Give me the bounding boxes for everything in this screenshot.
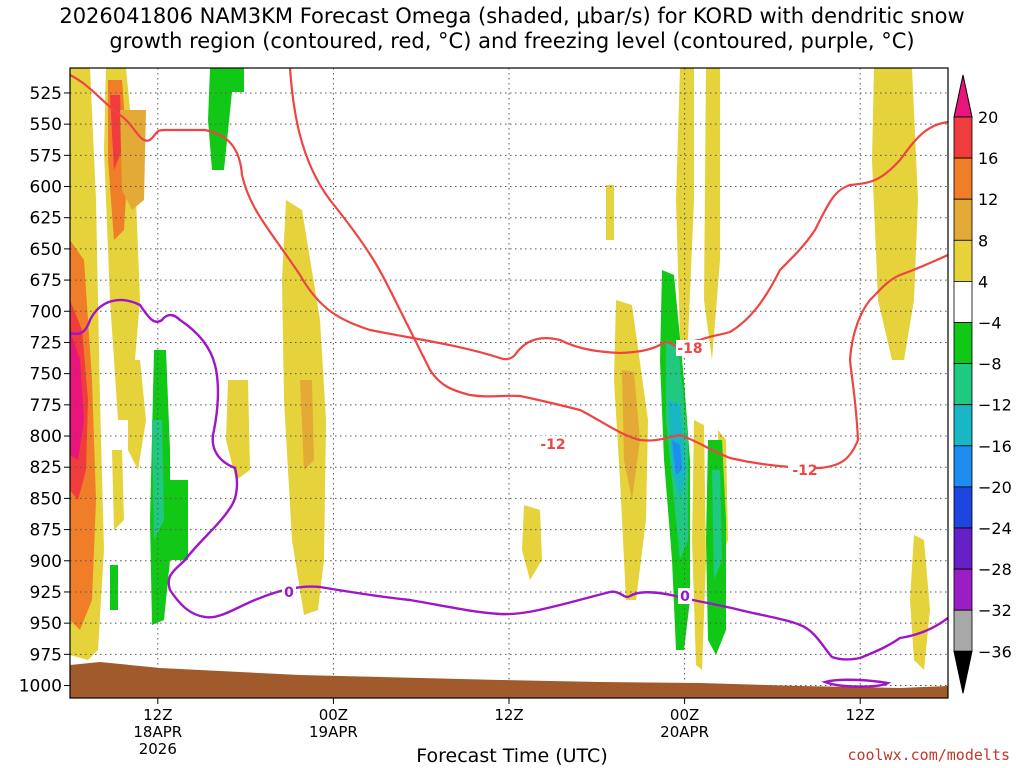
colorbar-segment xyxy=(953,445,973,488)
colorbar-segment xyxy=(953,527,973,570)
x-tick-label: 12Z xyxy=(494,706,523,724)
colorbar-level-label: −20 xyxy=(978,478,1012,497)
y-tick-label: 750 xyxy=(30,365,62,385)
omega-region-col-f-orange xyxy=(300,380,314,470)
chart-title: 2026041806 NAM3KM Forecast Omega (shaded… xyxy=(0,4,1024,54)
contour-labels: -18 -12 -12 0 0 xyxy=(282,340,818,605)
purple-contour-small xyxy=(821,678,892,688)
y-tick-label: 600 xyxy=(30,178,62,198)
omega-region-col-e xyxy=(226,380,250,480)
omega-region-col-j xyxy=(704,68,720,360)
y-tick-label: 950 xyxy=(30,614,62,634)
contour-label-minus12-a: -12 xyxy=(540,437,565,453)
contour-label-zero-b: 0 xyxy=(680,589,690,605)
omega-region-col-m xyxy=(606,185,614,240)
x-tick-label: 2026 xyxy=(139,740,177,758)
omega-region-left-magenta xyxy=(70,330,84,460)
y-tick-label: 650 xyxy=(30,240,62,260)
colorbar-cap-top xyxy=(953,74,973,118)
contour-label-minus18: -18 xyxy=(677,341,702,357)
y-tick-label: 850 xyxy=(30,489,62,509)
colorbar-level-label: 20 xyxy=(978,108,998,127)
colorbar-segment xyxy=(953,239,973,282)
y-tick-label: 700 xyxy=(30,302,62,322)
colorbar-level-label: 4 xyxy=(978,272,988,291)
colorbar-segment xyxy=(953,322,973,364)
colorbar-segment xyxy=(953,280,973,323)
y-tick-label: 1000 xyxy=(19,677,62,697)
x-tick-label: 12Z xyxy=(143,706,172,724)
colorbar-level-label: −28 xyxy=(978,560,1012,579)
terrain xyxy=(70,662,948,698)
y-tick-label: 525 xyxy=(30,84,62,104)
colorbar-level-label: 16 xyxy=(978,149,998,168)
y-tick-label: 575 xyxy=(30,146,62,166)
y-tick-label: 550 xyxy=(30,115,62,135)
y-tick-label: 675 xyxy=(30,271,62,291)
y-tick-label: 875 xyxy=(30,521,62,541)
omega-region-col-k xyxy=(692,420,706,670)
colorbar-level-label: −8 xyxy=(978,355,1002,374)
red-contour-lower xyxy=(288,68,948,470)
omega-region-col-o xyxy=(910,535,930,670)
omega-region-neg-b xyxy=(168,480,188,560)
x-tick-label: 00Z xyxy=(319,706,348,724)
x-tick-label: 00Z xyxy=(670,706,699,724)
colorbar-level-label: −12 xyxy=(978,396,1012,415)
contour-label-minus12-b: -12 xyxy=(792,463,817,479)
colorbar-level-label: −32 xyxy=(978,601,1012,620)
y-tick-label: 725 xyxy=(30,333,62,353)
y-tick-label: 775 xyxy=(30,396,62,416)
y-tick-label: 825 xyxy=(30,458,62,478)
x-tick-label: 12Z xyxy=(846,706,875,724)
credit-text: coolwx.com/modelts xyxy=(847,746,1010,764)
colorbar-segment xyxy=(953,198,973,241)
omega-region-neg-d4 xyxy=(672,440,682,475)
colorbar: 20 16 12 8 4 −4 −8 −12 −16 −20 −24 −28 −32 −36 xyxy=(953,74,1012,694)
omega-region-col-g xyxy=(522,505,542,580)
y-axis-ticks: 525 550 575 600 625 650 675 700 725 750 775 800 825 8… xyxy=(19,84,70,697)
colorbar-segment xyxy=(953,568,973,611)
y-tick-label: 900 xyxy=(30,552,62,572)
x-tick-label: 20APR xyxy=(660,723,709,741)
omega-region-neg-top xyxy=(208,68,244,170)
colorbar-segment xyxy=(953,157,973,200)
omega-region-neg-a2 xyxy=(152,420,164,540)
colorbar-level-label: −4 xyxy=(978,314,1002,333)
colorbar-segment xyxy=(953,363,973,406)
colorbar-segment xyxy=(953,116,973,159)
x-axis-label: Forecast Time (UTC) xyxy=(416,745,608,767)
colorbar-level-label: −36 xyxy=(978,642,1012,661)
omega-region-col-d xyxy=(112,450,124,530)
colorbar-level-label: −16 xyxy=(978,437,1012,456)
y-tick-label: 625 xyxy=(30,209,62,229)
colorbar-level-label: 12 xyxy=(978,190,998,209)
title-line-1: 2026041806 NAM3KM Forecast Omega (shaded… xyxy=(59,4,965,28)
x-tick-label: 19APR xyxy=(309,723,358,741)
omega-region-col-c xyxy=(128,360,146,470)
omega-region-neg-c xyxy=(110,565,118,610)
contour-label-zero-a: 0 xyxy=(284,585,294,601)
colorbar-segment xyxy=(953,486,973,529)
colorbar-level-label: −24 xyxy=(978,519,1012,538)
terrain-fill xyxy=(70,662,948,698)
red-contour-upper xyxy=(70,74,948,361)
y-tick-label: 925 xyxy=(30,583,62,603)
y-tick-label: 800 xyxy=(30,427,62,447)
title-line-2: growth region (contoured, red, °C) and f… xyxy=(109,29,915,53)
colorbar-cap-bottom xyxy=(953,650,973,694)
colorbar-level-label: 8 xyxy=(978,231,988,250)
y-tick-label: 975 xyxy=(30,645,62,665)
x-tick-label: 18APR xyxy=(133,723,182,741)
colorbar-segment xyxy=(953,404,973,447)
colorbar-segment xyxy=(953,609,973,652)
omega-region-neg-e2 xyxy=(712,470,722,580)
